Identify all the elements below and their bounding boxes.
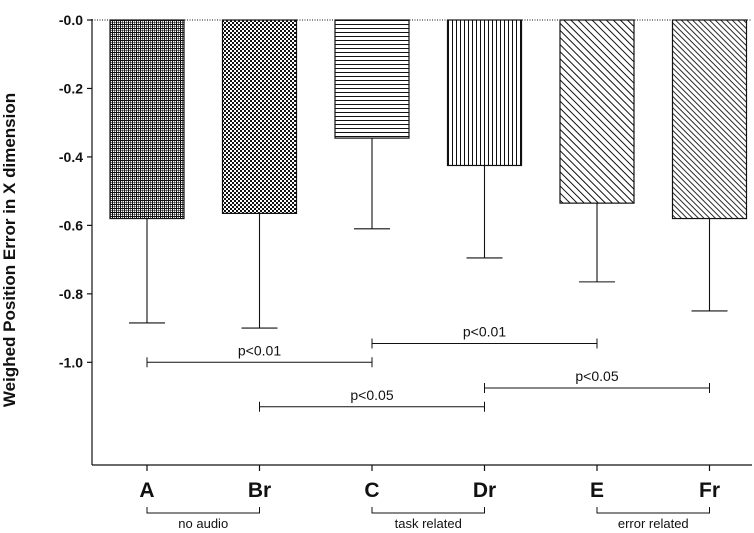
y-tick-label: -0.0 xyxy=(59,12,83,28)
significance-label: p<0.01 xyxy=(463,323,506,339)
bar xyxy=(334,19,410,139)
x-tick-label: Dr xyxy=(473,479,496,502)
y-tick-label: -1.0 xyxy=(59,354,83,370)
group-label: task related xyxy=(395,516,462,531)
significance-label: p<0.05 xyxy=(575,368,618,384)
bar xyxy=(671,19,748,220)
group-bracket xyxy=(146,507,260,514)
bar xyxy=(109,19,185,220)
x-tick-label: Br xyxy=(248,479,271,502)
group-labels-layer: no audio task related error related xyxy=(146,507,710,531)
group-label: error related xyxy=(618,516,689,531)
y-tick-label: -0.4 xyxy=(59,149,83,165)
bar xyxy=(559,19,635,204)
y-tick-label: -0.8 xyxy=(59,286,83,302)
x-tick-label: A xyxy=(139,479,154,502)
significance-layer: p<0.01 p<0.01 p<0.05 p<0.05 xyxy=(146,323,710,412)
error-bars-layer xyxy=(129,138,728,329)
significance-label: p<0.01 xyxy=(238,342,281,358)
y-tick-label: -0.6 xyxy=(59,217,83,233)
bar xyxy=(446,19,523,167)
group-bracket xyxy=(371,507,485,514)
bars-layer xyxy=(109,19,748,220)
y-tick-label: -0.2 xyxy=(59,80,83,96)
bar xyxy=(221,19,298,215)
x-tick-label: Fr xyxy=(699,479,720,502)
group-bracket xyxy=(596,507,710,514)
significance-label: p<0.05 xyxy=(350,387,393,403)
axes-layer: -0.0 -0.2 -0.4 -0.6 -0.8 -1.0 A Br C Dr E Fr xyxy=(59,12,752,502)
x-tick-label: C xyxy=(364,479,379,502)
group-label: no audio xyxy=(178,516,228,531)
x-tick-label: E xyxy=(590,479,604,502)
